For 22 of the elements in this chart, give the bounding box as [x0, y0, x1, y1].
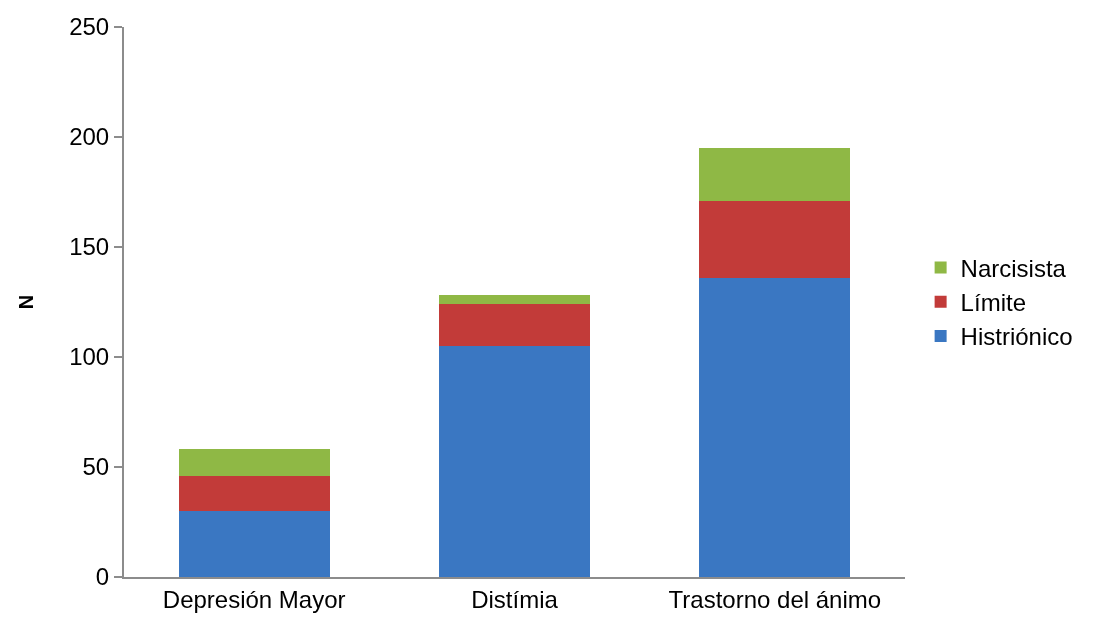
bar	[178, 449, 330, 476]
bar	[178, 511, 330, 577]
bar	[699, 277, 851, 577]
bar	[178, 475, 330, 511]
y-tick-label: 0	[95, 563, 110, 591]
bar	[439, 346, 590, 577]
y-tick-label: 50	[82, 453, 110, 481]
y-tick-label: 150	[69, 233, 110, 261]
y-axis-title: N	[15, 294, 38, 310]
bar	[439, 295, 590, 305]
bar	[699, 148, 851, 201]
x-tick-label: Distímia	[471, 585, 559, 613]
y-tick-label: 250	[69, 13, 110, 41]
x-tick-label: Trastorno del ánimo	[668, 585, 882, 613]
legend-label: Narcisista	[960, 254, 1067, 282]
x-tick-label: Depresión Mayor	[162, 585, 346, 613]
legend-label: Límite	[960, 289, 1026, 317]
bar	[699, 200, 851, 278]
y-tick-label: 200	[69, 123, 110, 151]
legend-label: Histriónico	[960, 323, 1073, 351]
bar	[439, 304, 590, 346]
y-tick-label: 100	[69, 343, 110, 371]
